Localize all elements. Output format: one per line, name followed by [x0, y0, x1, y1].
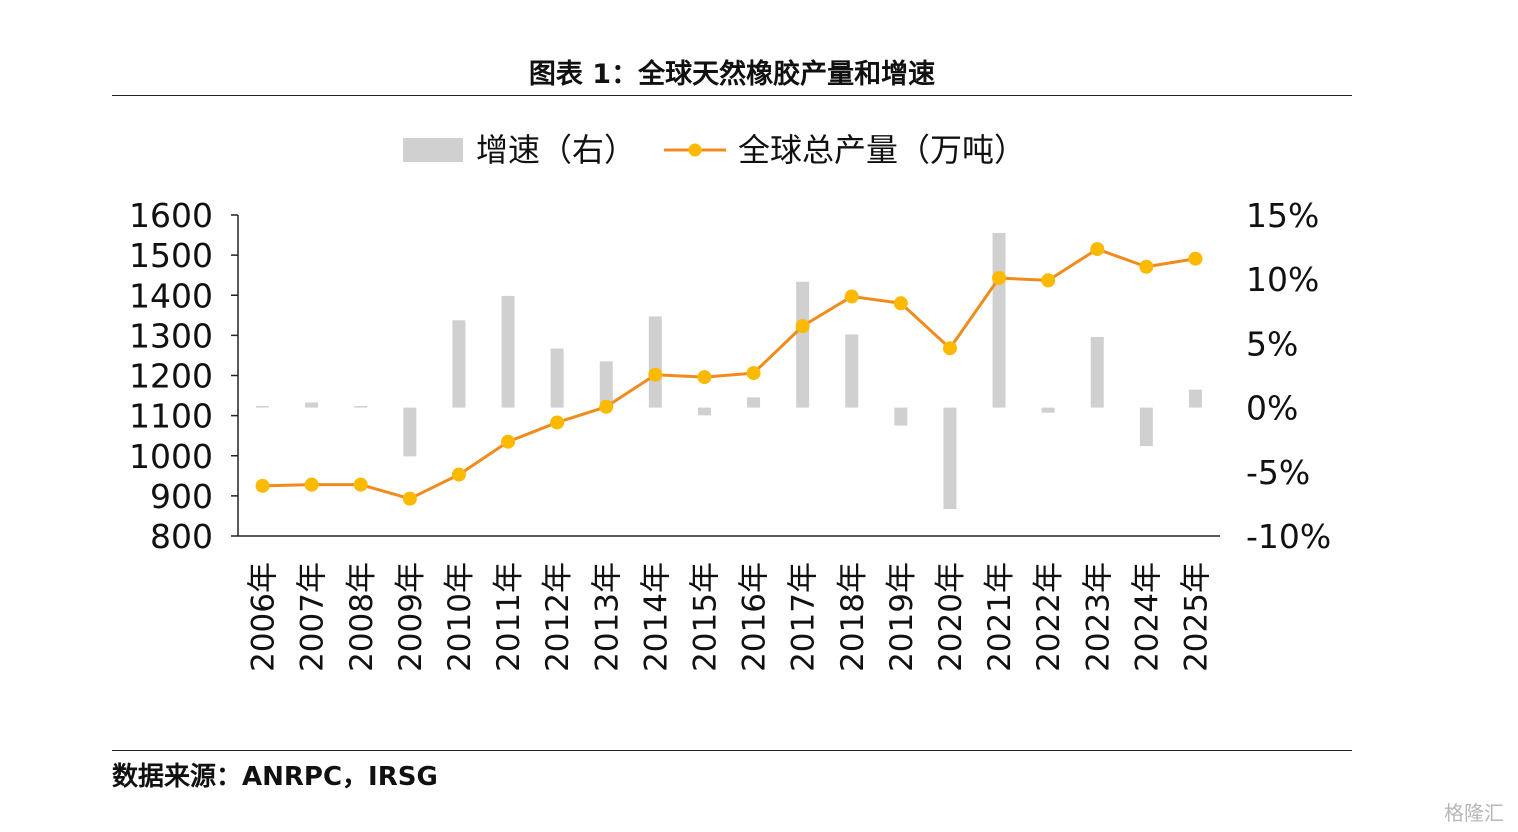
right-tick-label: -10% [1246, 517, 1331, 556]
bar [403, 407, 417, 457]
bar [697, 407, 711, 416]
x-tick-label: 2019年 [884, 562, 920, 672]
x-tick-label: 2016年 [737, 562, 773, 672]
x-tick-labels: 2006年 2007年 2008年 2009年 2010年 2011年 2012年 2013年… [246, 562, 1215, 672]
left-tick-label: 1400 [129, 276, 213, 315]
line-point [1188, 251, 1203, 266]
right-tick-label: 15% [1246, 196, 1319, 235]
bar [894, 407, 908, 426]
right-tick-label: 5% [1246, 324, 1298, 363]
left-tick-label: 1500 [129, 236, 213, 275]
bar [845, 334, 859, 408]
line-point [451, 467, 466, 482]
bar [992, 232, 1006, 408]
x-tick-label: 2017年 [786, 562, 822, 672]
chart-title: 图表 1：全球天然橡胶产量和增速 [528, 59, 936, 90]
line-point [697, 370, 712, 385]
line-point [942, 341, 957, 356]
series-line [262, 247, 1196, 501]
line-point [746, 366, 761, 381]
right-tick-label: 0% [1246, 389, 1298, 428]
bar [747, 397, 761, 408]
legend-bar-label: 增速（右） [476, 131, 636, 169]
x-tick-label: 2020年 [933, 562, 969, 672]
x-tick-label: 2024年 [1129, 562, 1165, 672]
line-point [501, 434, 516, 449]
bar [1041, 407, 1055, 413]
line-point [599, 399, 614, 414]
line-point [992, 270, 1007, 285]
left-tick-label: 1200 [129, 357, 213, 396]
line-series [255, 242, 1203, 506]
bar [550, 348, 564, 408]
left-tick-label: 800 [150, 517, 213, 556]
bar [452, 320, 466, 408]
x-tick-label: 2010年 [442, 562, 478, 672]
line-point [353, 477, 368, 492]
x-tick-label: 2008年 [344, 562, 380, 672]
line-point [550, 415, 565, 430]
bar [796, 281, 810, 408]
line-point [795, 319, 810, 334]
x-tick-label: 2025年 [1178, 562, 1214, 672]
x-tick-label: 2023年 [1080, 562, 1116, 672]
bar [501, 295, 515, 408]
legend-bar-swatch [403, 138, 463, 162]
left-tick-label: 1600 [129, 196, 213, 235]
left-tick-label: 1100 [129, 397, 213, 436]
x-tick-label: 2018年 [835, 562, 871, 672]
x-tick-label: 2013年 [589, 562, 625, 672]
bar [943, 407, 957, 510]
x-tick-label: 2014年 [638, 562, 674, 672]
right-tick-label: -5% [1246, 453, 1310, 492]
left-tick-label: 1300 [129, 316, 213, 355]
line-point [1041, 273, 1056, 288]
line-point [1090, 242, 1105, 257]
left-tick-label: 900 [150, 477, 213, 516]
right-tick-label: 10% [1246, 260, 1319, 299]
line-point [893, 296, 908, 311]
source-note: 数据来源：ANRPC，IRSG [112, 762, 438, 792]
line-point [844, 289, 859, 304]
line-point [304, 477, 319, 492]
x-tick-label: 2006年 [246, 562, 282, 672]
bar [1090, 336, 1104, 408]
x-tick-label: 2022年 [1031, 562, 1067, 672]
source-rule [112, 750, 1352, 751]
x-tick-label: 2012年 [540, 562, 576, 672]
left-tick-label: 1000 [129, 437, 213, 476]
x-tick-label: 2015年 [687, 562, 723, 672]
legend: 增速（右） 全球总产量（万吨） [403, 131, 1026, 169]
bar [1188, 389, 1202, 408]
legend-line-label: 全球总产量（万吨） [738, 131, 1026, 169]
bar [648, 316, 662, 408]
x-tick-label: 2007年 [295, 562, 331, 672]
bar [305, 402, 319, 408]
bar [354, 406, 368, 408]
line-point [255, 478, 270, 493]
legend-line-marker [688, 143, 702, 157]
x-tick-label: 2009年 [393, 562, 429, 672]
x-tick-label: 2011年 [491, 562, 527, 672]
line-point [1139, 259, 1154, 274]
bar [599, 361, 613, 408]
watermark-logo: 格隆汇 [1444, 801, 1504, 825]
bar [1139, 407, 1153, 447]
line-point [402, 491, 417, 506]
title-rule [112, 95, 1352, 96]
bar [256, 406, 270, 408]
x-tick-label: 2021年 [982, 562, 1018, 672]
line-point [648, 367, 663, 382]
